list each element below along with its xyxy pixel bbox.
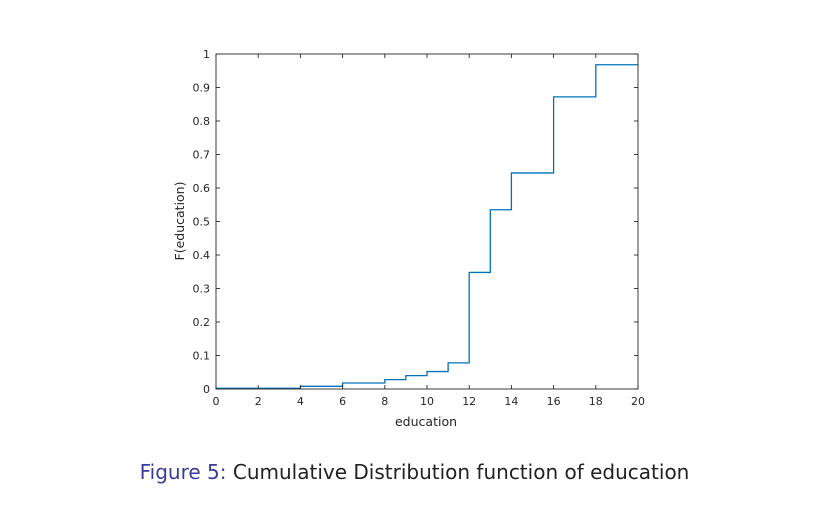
caption-text: Cumulative Distribution function of educ… — [232, 460, 690, 484]
x-tick-label: 8 — [381, 395, 388, 408]
x-tick-label: 14 — [504, 395, 518, 408]
x-tick-label: 2 — [255, 395, 262, 408]
y-tick-label: 0.2 — [193, 316, 211, 329]
x-tick-label: 16 — [547, 395, 561, 408]
x-axis-label: education — [395, 414, 457, 429]
y-tick-label: 0.6 — [193, 182, 211, 195]
cdf-chart: 0 2 4 6 8 10 12 14 16 18 20 0 0.1 0.2 0.3 0.4 0.5 0.6 0.7… — [172, 48, 645, 429]
y-axis: 0 0.1 0.2 0.3 0.4 0.5 0.6 0.7 0.8 0.9 1 — [193, 48, 638, 396]
y-tick-label: 0.1 — [193, 350, 211, 363]
y-tick-label: 0.3 — [193, 283, 211, 296]
y-tick-label: 0.7 — [193, 149, 211, 162]
y-tick-label: 0 — [203, 383, 210, 396]
plot-area — [215, 53, 639, 390]
x-tick-label: 10 — [420, 395, 434, 408]
y-tick-label: 0.5 — [193, 216, 211, 229]
x-tick-label: 12 — [462, 395, 476, 408]
x-tick-label: 18 — [589, 395, 603, 408]
x-tick-label: 0 — [213, 395, 220, 408]
x-tick-label: 6 — [339, 395, 346, 408]
cdf-step-line — [216, 64, 638, 389]
y-tick-label: 0.4 — [193, 249, 211, 262]
y-tick-label: 1 — [203, 48, 210, 61]
x-tick-label: 20 — [631, 395, 645, 408]
y-tick-label: 0.9 — [193, 82, 211, 95]
x-tick-label: 4 — [297, 395, 304, 408]
figure-caption: Figure 5: Cumulative Distribution functi… — [0, 460, 829, 484]
y-tick-label: 0.8 — [193, 115, 211, 128]
x-axis: 0 2 4 6 8 10 12 14 16 18 20 — [213, 54, 645, 408]
caption-label: Figure 5: — [139, 460, 227, 484]
axes-box — [215, 53, 639, 390]
y-axis-label: F(education) — [172, 182, 187, 261]
